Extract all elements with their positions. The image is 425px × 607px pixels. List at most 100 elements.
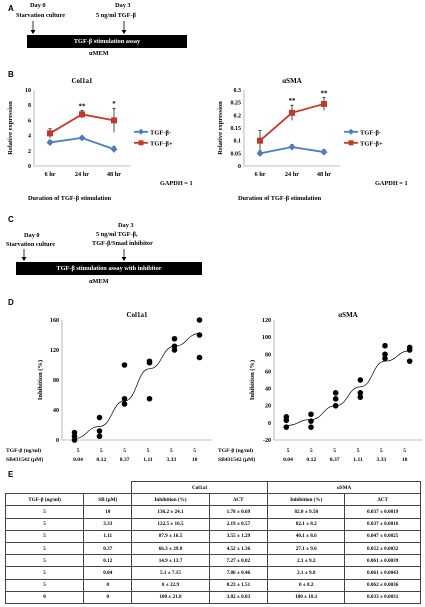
group-asma: αSMA [267,480,421,495]
data-point [382,351,388,358]
legend-label: TGF-β+ [360,140,383,147]
sb-tick-label: 1.11 [353,457,363,463]
y-tick-label: 160 [50,318,59,324]
panel-b-letter: B [8,70,14,79]
y-tick-label: 0.3 [234,88,242,94]
table-cell: 14.9 ± 13.7 [131,554,210,568]
header-asma-inhibition: Inhibition (%) [267,493,346,507]
tgf-tick-label: 5 [356,448,360,454]
tgf-tick-label: 5 [309,448,313,454]
group-col1a1: Col1a1 [131,480,269,495]
table-cell: 2.1 ± 9.2 [267,554,346,568]
table-cell: 40.1 ± 8.6 [267,529,346,543]
x-tick-label: 48 hr [317,171,331,178]
panel-e-letter: E [8,470,14,479]
table-cell: 0.047 ± 0.0025 [344,529,421,543]
data-point-diamond [110,145,118,153]
data-point-diamond [256,149,264,157]
chart-title: Col1a1 [127,311,149,319]
data-point [71,429,78,436]
panel-b-xtitle-2: Duration of TGF-β stimulation [238,195,322,202]
y-tick-label: 0 [56,438,59,444]
table-cell: 0.061 ± 0.0043 [344,566,421,580]
tgf-tick-label: 5 [333,448,337,454]
panel-a-tgf: 5 ng/ml TGF-β [96,12,136,19]
sb-tick-label: 3.33 [376,457,387,463]
y-tick-label: -20 [263,438,271,444]
data-point [283,417,290,424]
y-axis-label: Inhibition (%) [249,360,256,400]
data-point [283,424,290,430]
y-tick-label: 80 [53,378,59,384]
y-tick-label: 80 [265,352,271,358]
significance-mark: ** [79,103,87,111]
data-point-square [111,117,117,124]
data-point-diamond [320,148,328,156]
data-point-square [79,111,85,118]
legend-label: TGF-β+ [150,140,173,147]
table-cell: 0 [83,590,133,604]
sb-tick-label: 3.33 [166,457,177,463]
table-cell: 66.3 ± 29.8 [131,541,210,556]
y-tick-label: 0.2 [234,113,242,119]
y-tick-label: 0 [268,421,271,427]
header-asma-dct: ΔCT [344,493,421,507]
table-cell: 0.037 ± 0.0016 [344,517,421,531]
y-tick-label: 8 [28,103,31,109]
table-cell: 7.27 ± 0.82 [208,554,269,568]
panel-a-day0: Day 0 [30,2,46,9]
table-cell: 10 [83,505,133,519]
data-point-diamond [78,134,86,142]
legend-marker [348,128,354,135]
col1a1-time-chart: Col1a1 0 2 4 6 8 10 Relative expression 6 hr 24 h… [7,77,173,178]
data-point [357,377,364,383]
y-tick-label: 2 [28,149,31,155]
tgf-tick-label: 5 [379,448,383,454]
empty-cell [84,482,132,494]
table-cell: 122.5 ± 16.5 [131,517,210,531]
y-tick-label: 10 [25,88,31,94]
sb-tick-label: 0.37 [329,457,340,463]
table-group-row: Col1a1 αSMA [6,480,421,495]
panel-c-tgf-line1: 5 ng/ml TGF-β, [96,231,138,238]
data-point-square [47,130,53,137]
sb-tick-label: 10 [191,457,198,463]
panel-c-arrows [21,249,127,261]
data-point [406,347,413,353]
y-tick-label: 120 [262,318,271,324]
tgf-tick-label: 5 [76,448,80,454]
table-cell: 1.78 ± 0.69 [208,505,269,519]
panel-b-xtitle: Duration of TGF-β stimulation [28,195,112,202]
panel-d-sb-label-2: SB431542 (μM) [218,457,256,463]
col1a1-inhibition-chart: Col1a1 0 40 80 120 160 Inhibition (%) [37,311,212,444]
tgf-tick-label: 5 [403,448,407,454]
data-point [382,355,388,362]
data-point [332,390,339,396]
y-axis-label: Relative expression [7,101,14,155]
y-tick-label: 0.1 [234,139,242,145]
data-point [121,362,128,368]
sb-tick-label: 0.04 [283,457,293,463]
legend-marker [138,140,144,146]
table-cell: 82.0 ± 9.50 [267,505,346,519]
y-tick-label: 120 [50,348,59,354]
tgf-tick-label: 5 [99,448,103,454]
x-tick-label: 24 hr [75,171,89,178]
panel-c-medium: αMEM [89,278,109,285]
table-cell: 5 [4,541,85,556]
asma-inhibition-chart: αSMA -20 0 20 40 60 80 100 120 Inhibition (%) [249,311,422,444]
table-cell: 0.052 ± 0.0032 [344,541,421,556]
sb-tick-label: 1.11 [143,457,153,463]
data-point-square [321,100,327,107]
data-point [308,411,314,418]
panel-a-letter: A [8,4,14,13]
table-cell: 5.1 ± 7.15 [131,566,210,580]
panel-b-gapdh-2: GAPDH = 1 [375,180,408,187]
y-tick-label: 60 [265,369,271,375]
table-cell: 87.9 ± 16.5 [131,529,210,543]
data-point [357,390,364,396]
table-cell: 5 [4,554,85,568]
tgf-tick-label: 5 [123,448,127,454]
tgf-tick-label: 5 [193,448,197,454]
